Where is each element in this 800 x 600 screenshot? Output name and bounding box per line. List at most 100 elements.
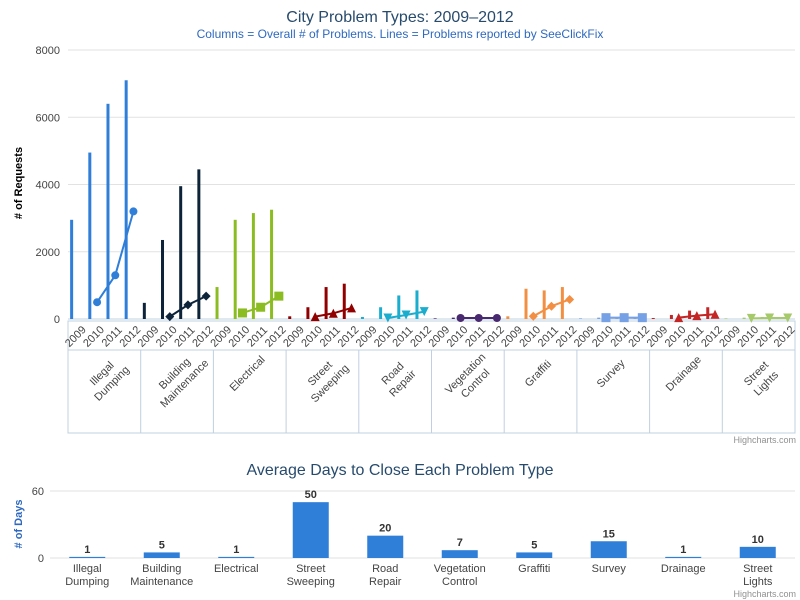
bar bbox=[739, 546, 776, 558]
column-bar bbox=[415, 290, 419, 319]
line-marker bbox=[310, 312, 320, 322]
category-label: StreetSweeping bbox=[299, 353, 352, 406]
line-marker bbox=[674, 313, 684, 323]
category-label: StreetLights bbox=[742, 359, 781, 398]
line-marker bbox=[93, 298, 102, 307]
data-label: 15 bbox=[603, 528, 615, 540]
line-marker bbox=[692, 311, 702, 321]
line-marker bbox=[474, 313, 483, 322]
column-bar bbox=[88, 152, 92, 319]
line-marker bbox=[546, 301, 556, 311]
column-bar bbox=[706, 307, 710, 319]
column-bar bbox=[688, 310, 692, 319]
column-bar bbox=[215, 287, 219, 319]
line-marker bbox=[456, 313, 465, 322]
data-label: 10 bbox=[752, 534, 764, 546]
x-tick-label: Vegetation Control bbox=[434, 563, 486, 588]
line-marker bbox=[765, 313, 775, 323]
line-marker bbox=[528, 311, 538, 321]
line-marker bbox=[256, 302, 266, 312]
y-axis-label: # of Requests bbox=[13, 147, 25, 219]
data-label: 50 bbox=[305, 489, 317, 501]
x-tick-label-line: Survey bbox=[592, 563, 627, 575]
credit-bottom[interactable]: Highcharts.com bbox=[733, 589, 796, 599]
x-tick-label: Building Maintenance bbox=[130, 563, 193, 588]
line-marker bbox=[111, 271, 120, 280]
series-line bbox=[96, 211, 135, 303]
x-tick-label: Graffiti bbox=[518, 563, 550, 575]
top-x-axis bbox=[67, 318, 796, 434]
column-bar bbox=[451, 317, 455, 319]
category-label-line: Drainage bbox=[664, 354, 704, 394]
column-bar bbox=[360, 316, 364, 319]
chart-title: City Problem Types: 2009–2012 bbox=[286, 9, 514, 26]
bar bbox=[69, 556, 106, 558]
x-tick-label: Illegal Dumping bbox=[65, 563, 109, 588]
line-marker bbox=[492, 313, 501, 322]
bottom-y-ticks: 0 60 bbox=[32, 486, 44, 565]
column-bar bbox=[179, 186, 183, 319]
column-bar bbox=[161, 239, 165, 319]
column-bar bbox=[524, 288, 528, 319]
x-tick-label: Drainage bbox=[661, 563, 706, 575]
y-axis-label-2: # of Days bbox=[13, 500, 25, 549]
x-tick-label-line: Drainage bbox=[661, 563, 706, 575]
column-bar bbox=[379, 307, 383, 319]
column-bar bbox=[142, 302, 146, 319]
line-marker bbox=[710, 309, 720, 319]
category-label: Drainage bbox=[664, 354, 704, 394]
column-bar bbox=[197, 169, 201, 319]
y-tick-label: 0 bbox=[54, 314, 60, 326]
bar bbox=[590, 541, 627, 558]
column-bar bbox=[542, 290, 546, 319]
bar bbox=[367, 535, 404, 558]
y-tick-label: 4000 bbox=[36, 180, 60, 192]
column-bar bbox=[397, 295, 401, 319]
x-tick-label: Electrical bbox=[214, 563, 259, 575]
x-tick-label: Survey bbox=[592, 563, 627, 575]
top-x-labels: 2009201020112012IllegalDumping2009201020… bbox=[63, 324, 798, 410]
x-tick-label-line: Street bbox=[296, 563, 325, 575]
category-label: Graffiti bbox=[523, 358, 554, 389]
x-tick-label-line: Vegetation bbox=[434, 563, 486, 575]
category-label: Electrical bbox=[228, 354, 268, 394]
line-marker bbox=[183, 300, 193, 310]
line-marker bbox=[201, 291, 211, 301]
line-marker bbox=[165, 312, 175, 322]
y-tick-label: 60 bbox=[32, 486, 44, 498]
line-marker bbox=[746, 313, 756, 323]
column-bar bbox=[233, 219, 237, 319]
column-bar bbox=[506, 316, 510, 319]
x-tick-label: Road Repair bbox=[369, 563, 402, 588]
line-marker bbox=[783, 313, 793, 323]
bar bbox=[441, 550, 478, 558]
line-marker bbox=[637, 313, 647, 323]
bottom-x-labels: Illegal Dumping Building Maintenance Electri… bbox=[65, 563, 773, 588]
category-label: VegetationControl bbox=[443, 351, 498, 406]
column-bar bbox=[251, 213, 255, 319]
column-bar bbox=[651, 317, 655, 319]
column-bar bbox=[669, 314, 673, 319]
column-bar bbox=[342, 283, 346, 319]
data-label: 7 bbox=[457, 537, 463, 549]
line-marker bbox=[347, 303, 357, 313]
top-lines bbox=[93, 207, 793, 323]
category-label-line: Graffiti bbox=[523, 358, 554, 389]
category-label: Survey bbox=[595, 357, 628, 390]
category-label: BuildingMaintenance bbox=[148, 347, 211, 410]
column-bar bbox=[579, 318, 583, 319]
line-marker bbox=[619, 313, 629, 323]
x-tick-label: Street Lights bbox=[743, 563, 773, 588]
line-marker bbox=[328, 308, 338, 318]
data-label: 1 bbox=[233, 544, 239, 556]
bar bbox=[665, 556, 702, 558]
x-tick-label-line: Dumping bbox=[65, 576, 109, 588]
data-label: 1 bbox=[680, 544, 686, 556]
column-bar bbox=[288, 316, 292, 319]
line-marker bbox=[601, 313, 611, 323]
y-tick-label: 2000 bbox=[36, 247, 60, 259]
credit-top[interactable]: Highcharts.com bbox=[733, 435, 796, 445]
category-label: RoadRepair bbox=[377, 358, 419, 400]
data-label: 1 bbox=[84, 544, 90, 556]
